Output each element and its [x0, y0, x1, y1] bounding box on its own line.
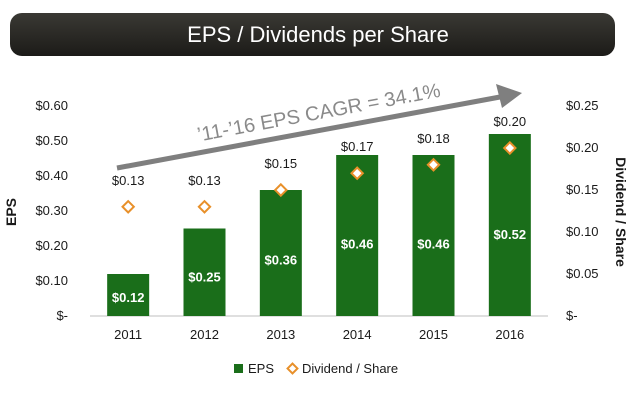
x-tick-label: 2011	[114, 327, 142, 342]
eps-bar	[259, 190, 302, 316]
x-tick-label: 2014	[343, 327, 372, 342]
x-tick-label: 2015	[419, 327, 448, 342]
y-axis-title-right: Dividend / Share	[613, 157, 629, 267]
eps-bar	[412, 155, 455, 316]
y-tick-label-left: $-	[56, 308, 68, 323]
eps-data-label: $0.52	[494, 227, 527, 242]
legend: EPS Dividend / Share	[234, 361, 398, 376]
axes: $- $0.10 $0.20 $0.30 $0.40 $0.50 $0.60 $- $0.05 $…	[35, 98, 598, 342]
y-tick-label-left: $0.60	[35, 98, 68, 113]
y-tick-label-left: $0.30	[35, 203, 68, 218]
cagr-arrow-head	[496, 84, 522, 108]
dividend-marker	[502, 140, 517, 156]
eps-data-label: $0.25	[188, 270, 221, 285]
x-tick-label: 2012	[190, 327, 219, 342]
x-tick-label: 2013	[266, 327, 295, 342]
cagr-annotation: ’11-’16 EPS CAGR = 34.1%	[116, 80, 522, 171]
dividend-data-label: $0.13	[112, 173, 145, 188]
eps-data-label: $0.46	[417, 237, 450, 252]
eps-bar	[488, 134, 531, 316]
dividend-data-label: $0.15	[265, 156, 298, 171]
dividend-data-label: $0.20	[494, 114, 527, 129]
eps-bar	[336, 155, 379, 316]
eps-bar	[107, 274, 150, 316]
y-tick-label-right: $0.20	[566, 140, 599, 155]
y-axis-title-left: EPS	[3, 198, 19, 226]
dividend-data-label: $0.17	[341, 139, 374, 154]
y-tick-label-left: $0.50	[35, 133, 68, 148]
legend-eps-swatch	[234, 364, 243, 373]
y-tick-label-left: $0.10	[35, 273, 68, 288]
legend-dividend-label: Dividend / Share	[302, 361, 398, 376]
eps-bar	[183, 228, 226, 316]
dividend-data-label: $0.18	[417, 131, 450, 146]
legend-eps-label: EPS	[248, 361, 274, 376]
chart-title: EPS / Dividends per Share	[187, 22, 449, 47]
dividend-marker	[350, 166, 365, 181]
dividend-data-label: $0.13	[188, 173, 221, 188]
dividend-markers: $0.13 $0.13 $0.15 $0.17 $0.18 $0.20	[112, 114, 527, 214]
eps-data-label: $0.36	[265, 252, 298, 267]
bars: $0.12 $0.25 $0.36 $0.46 $0.46 $0.52	[107, 134, 531, 316]
y-tick-label-right: $0.05	[566, 266, 599, 281]
title-banner	[10, 13, 615, 56]
dividend-marker	[197, 199, 212, 214]
cagr-arrow-line	[116, 94, 501, 171]
dividend-marker	[273, 182, 288, 198]
y-tick-label-right: $0.25	[566, 98, 599, 113]
eps-data-label: $0.46	[341, 237, 374, 252]
dividend-marker	[426, 157, 441, 172]
legend-dividend-swatch	[286, 362, 299, 375]
eps-data-label: $0.12	[112, 290, 145, 305]
y-tick-label-right: $0.15	[566, 182, 599, 197]
y-tick-label-right: $-	[566, 308, 578, 323]
x-tick-label: 2016	[495, 327, 524, 342]
y-tick-label-left: $0.40	[35, 168, 68, 183]
dividend-marker	[121, 199, 136, 214]
y-tick-label-right: $0.10	[566, 224, 599, 239]
y-tick-label-left: $0.20	[35, 238, 68, 253]
